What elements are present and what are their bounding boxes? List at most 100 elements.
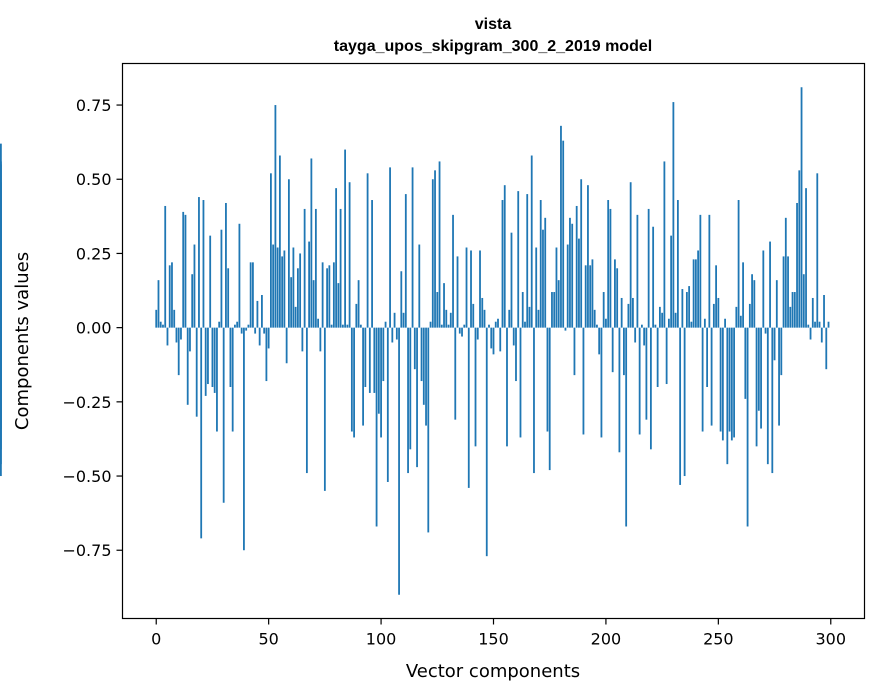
bar-component-170 [537, 309, 540, 328]
bar-component-22 [204, 327, 207, 396]
bar-component-undefined [0, 327, 2, 429]
bar-component-107 [395, 327, 398, 340]
bar-component-250 [717, 297, 720, 328]
bar-component-269 [760, 327, 762, 429]
bar-component-211 [629, 182, 632, 328]
bar-component-244 [703, 318, 706, 328]
bar-component-undefined [0, 143, 2, 328]
bar-component-90 [357, 280, 360, 328]
bar-component-129 [445, 309, 448, 328]
bar-component-184 [569, 217, 571, 328]
bar-component-130 [447, 324, 450, 328]
bar-component-191 [584, 265, 587, 328]
bar-component-100 [380, 327, 382, 438]
bar-component-67 [305, 327, 308, 474]
bar-component-50 [267, 327, 270, 349]
bar-component-122 [429, 321, 432, 328]
bar-component-161 [517, 191, 520, 328]
bar-component-undefined [0, 262, 2, 328]
bar-component-56 [281, 256, 284, 328]
bar-component-242 [699, 214, 702, 328]
bar-component-127 [440, 324, 443, 328]
bar-component-216 [641, 324, 643, 328]
bar-component-134 [456, 256, 459, 328]
bar-component-272 [766, 327, 769, 465]
bar-component-206 [618, 327, 621, 453]
bar-component-120 [425, 327, 427, 426]
bar-component-203 [611, 327, 614, 373]
bar-component-70 [312, 280, 315, 328]
bar-component-99 [377, 327, 380, 414]
bar-component-176 [551, 292, 553, 328]
bar-component-186 [573, 327, 576, 376]
bar-component-12 [182, 211, 185, 328]
bar-component-226 [663, 161, 666, 328]
bar-component-238 [690, 321, 693, 328]
bar-component-6 [168, 265, 171, 328]
bar-component-293 [814, 321, 816, 328]
bar-component-271 [764, 327, 767, 334]
bar-component-4 [164, 205, 167, 328]
bar-component-294 [816, 173, 819, 328]
bar-component-212 [632, 297, 634, 328]
bar-component-256 [730, 327, 733, 441]
bar-component-151 [494, 321, 497, 328]
bar-component-149 [490, 327, 493, 349]
bar-component-36 [236, 321, 239, 328]
y-tick-label: 0.00 [76, 319, 112, 338]
bar-component-243 [701, 327, 704, 432]
bar-component-259 [737, 200, 740, 328]
bar-component-114 [411, 167, 414, 328]
bar-component-156 [506, 327, 508, 447]
bar-component-261 [742, 262, 744, 328]
bar-component-292 [811, 297, 814, 328]
bar-component-31 [225, 202, 227, 328]
bar-component-72 [317, 318, 320, 328]
bar-component-105 [391, 327, 394, 343]
bar-component-194 [591, 259, 594, 328]
bar-component-47 [261, 295, 263, 328]
bar-component-125 [436, 292, 439, 328]
bar-component-263 [746, 327, 749, 527]
bar-component-96 [371, 200, 373, 328]
bar-component-27 [216, 327, 218, 432]
bar-component-229 [670, 235, 673, 328]
bar-component-158 [510, 232, 513, 328]
bar-component-289 [805, 188, 807, 328]
bar-component-245 [706, 327, 709, 387]
bar-component-298 [825, 327, 828, 370]
bar-component-198 [600, 327, 603, 438]
y-tick-label: −0.50 [62, 467, 111, 486]
bar-component-46 [258, 327, 261, 346]
bar-component-248 [712, 303, 715, 328]
bar-component-195 [593, 309, 596, 328]
bar-component-208 [623, 327, 625, 376]
bar-component-157 [508, 309, 511, 328]
bar-component-222 [654, 324, 657, 328]
bar-component-183 [566, 244, 569, 328]
bar-component-178 [555, 247, 558, 328]
bar-component-29 [220, 229, 223, 328]
bar-component-228 [667, 318, 670, 328]
y-tick-label: −0.75 [62, 541, 111, 560]
bar-component-71 [314, 208, 317, 328]
bar-component-82 [339, 208, 342, 328]
bar-component-227 [665, 327, 668, 385]
bar-component-132 [452, 214, 454, 328]
bar-component-172 [542, 229, 544, 328]
bar-component-283 [791, 292, 794, 328]
bar-component-51 [270, 173, 272, 328]
bar-component-231 [674, 312, 677, 328]
bar-component-135 [458, 327, 461, 334]
bar-component-284 [793, 292, 796, 328]
bar-component-299 [827, 321, 830, 328]
x-tick-label: 300 [815, 630, 846, 649]
bar-component-45 [256, 300, 259, 328]
chart-subtitle: tayga_upos_skipgram_300_2_2019 model [334, 38, 652, 55]
bar-component-126 [438, 161, 441, 328]
x-tick-label: 200 [591, 630, 622, 649]
bar-component-44 [254, 327, 257, 334]
bar-component-91 [359, 324, 362, 328]
bar-component-110 [402, 312, 405, 328]
bar-component-182 [564, 327, 567, 331]
